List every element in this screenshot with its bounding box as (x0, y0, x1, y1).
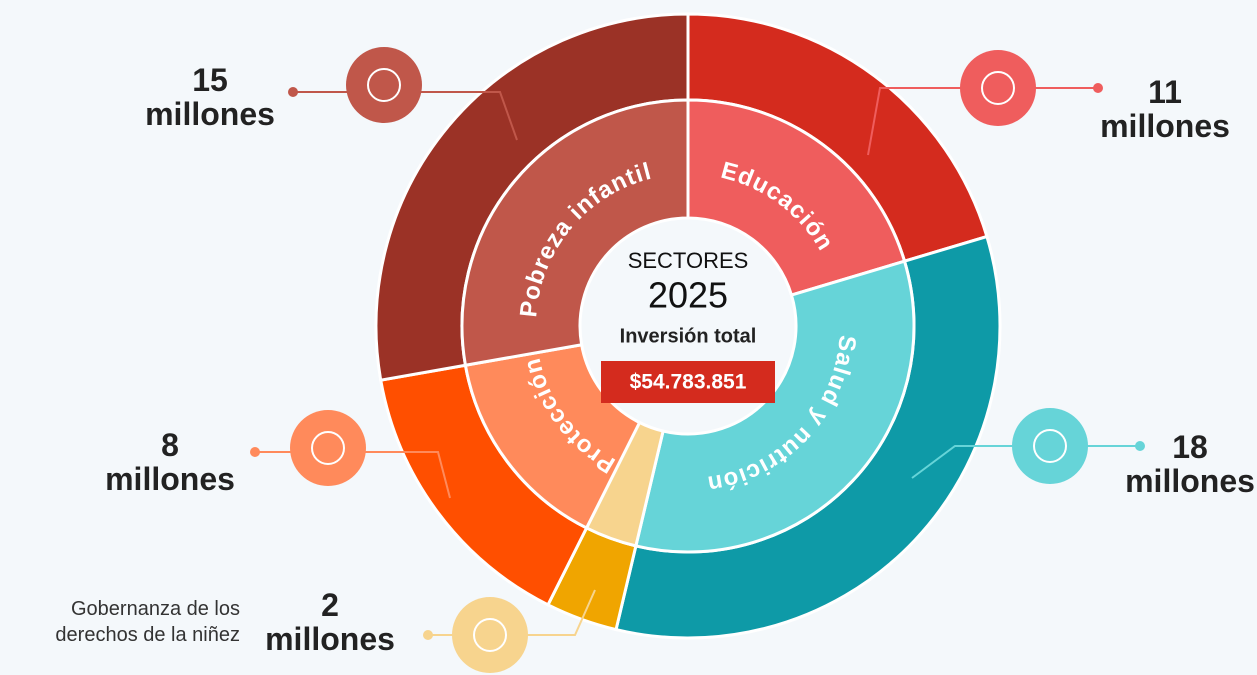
icon-circle (290, 410, 366, 486)
value-label: 11 millones (1100, 74, 1230, 144)
icon-circle (1012, 408, 1088, 484)
icon-glyph (1033, 429, 1067, 463)
value-label: 18 millones (1125, 429, 1255, 499)
icon-circle (960, 50, 1036, 126)
leader-dot (288, 87, 298, 97)
value-label: 8 millones (105, 427, 235, 497)
icon-glyph (311, 431, 345, 465)
leader-dot (1093, 83, 1103, 93)
leader-dot (250, 447, 260, 457)
total-box (601, 361, 775, 403)
icon-glyph (981, 71, 1015, 105)
leader-dot (1135, 441, 1145, 451)
inner-segment (634, 259, 916, 554)
category-label: Gobernanza de los derechos de la niñez (55, 598, 240, 646)
inner-segment (463, 343, 642, 530)
center-title: SECTORES (628, 248, 749, 273)
value-label: 2 millones (265, 587, 395, 657)
center-subtitle: Inversión total (620, 325, 757, 347)
icon-circle (452, 597, 528, 673)
icon-glyph (473, 618, 507, 652)
leader-dot (423, 630, 433, 640)
icon-circle (346, 47, 422, 123)
icon-glyph (367, 68, 401, 102)
inner-segment (686, 98, 907, 297)
leader-line (867, 87, 1098, 156)
inner-segment (460, 98, 690, 367)
center-year: 2025 (648, 275, 728, 316)
value-label: 15 millones (145, 62, 275, 132)
center-total: $54.783.851 (630, 371, 747, 394)
